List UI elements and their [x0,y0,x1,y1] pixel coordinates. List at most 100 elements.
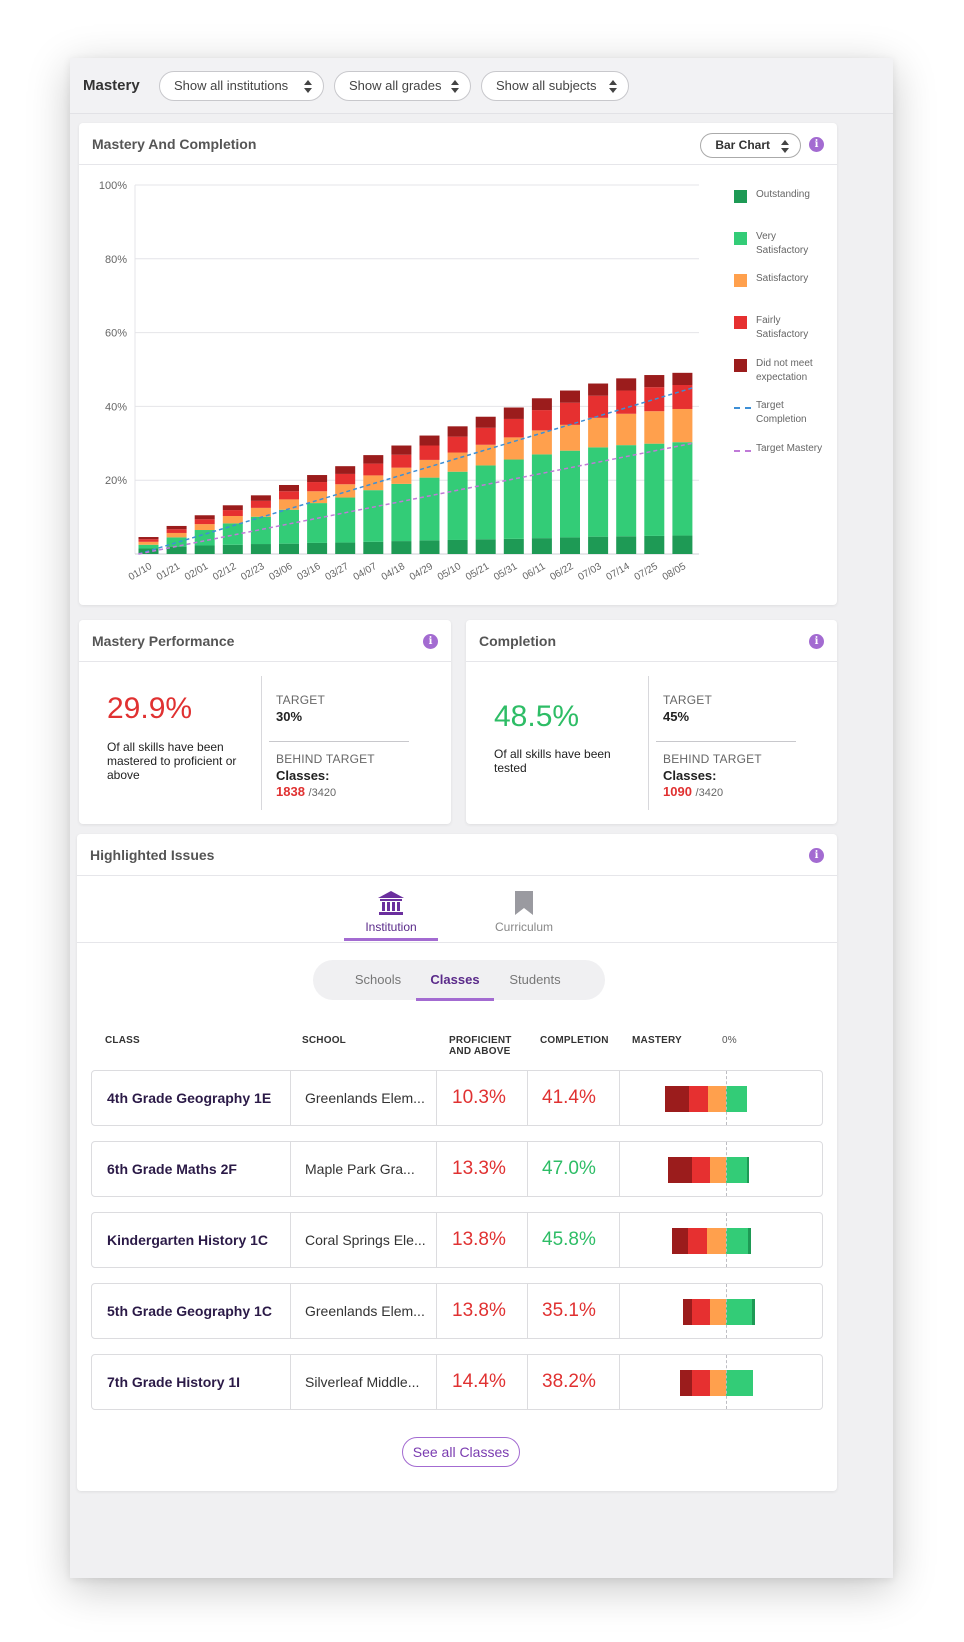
segment-classes[interactable]: Classes [430,972,480,987]
mastery-segment [682,1299,693,1325]
info-icon[interactable]: i [423,634,438,649]
bar-segment [279,499,299,510]
info-icon[interactable]: i [809,848,824,863]
x-tick-label: 04/07 [352,561,380,583]
bar-segment [279,491,299,500]
bar-segment [250,544,271,554]
bar-segment [560,450,580,538]
zero-reference-line [726,1142,727,1196]
table-row[interactable]: Kindergarten History 1C Coral Springs Ele… [91,1212,823,1268]
tab-institution[interactable]: Institution [344,884,438,942]
see-all-classes-button[interactable]: See all Classes [402,1437,520,1467]
bar-segment [194,524,215,531]
y-tick-label: 40% [105,401,127,413]
x-tick-label: 05/21 [464,561,492,583]
mastery-segment [710,1157,726,1183]
proficient-value: 10.3% [452,1087,506,1108]
table-row[interactable]: 7th Grade History 1I Silverleaf Middle...… [91,1354,823,1410]
bar-segment [475,444,496,466]
mastery-bar [92,1157,824,1183]
info-icon[interactable]: i [809,137,824,152]
x-tick-label: 01/21 [155,561,183,583]
class-name: Kindergarten History 1C [107,1232,269,1248]
bar-segment [672,408,693,443]
active-tab-underline [344,938,438,941]
sort-arrows-icon [609,80,617,93]
chart-type-select[interactable]: Bar Chart [700,133,801,158]
bar-segment [335,542,356,554]
bar-segment [363,475,384,491]
table-row[interactable]: 6th Grade Maths 2F Maple Park Gra... 13.3%… [91,1141,823,1197]
mastery-segment [692,1370,710,1396]
mastery-segment [679,1370,693,1396]
mastery-segment [746,1157,750,1183]
tab-divider [77,942,837,943]
legend-label: Target Mastery [756,443,823,454]
school-name: Coral Springs Ele... [305,1232,426,1248]
behind-count: 1090 [663,784,692,799]
mastery-segment [687,1228,707,1254]
bar-segment [138,539,159,542]
tab-curriculum[interactable]: Curriculum [477,884,571,942]
bar-segment [644,375,665,388]
mastery-segment [708,1086,726,1112]
cell-divider [290,1142,291,1196]
bar-segment [672,535,693,554]
cell-divider [436,1071,437,1125]
target-label: TARGET [663,693,712,707]
legend-dash [734,450,751,452]
card-header: Mastery And Completion Bar Chart i [79,123,837,165]
bar-segment [307,482,328,492]
bar-segment [363,490,384,542]
mastery-segment [692,1299,710,1325]
bar-segment [419,435,440,446]
completion-card: Completion i 48.5% Of all skills have be… [466,620,837,824]
mastery-segment [671,1228,688,1254]
mastery-segment [710,1370,726,1396]
mastery-segment [710,1299,726,1325]
legend-label: Did not meet expectation [756,358,813,383]
grade-filter[interactable]: Show all grades [334,71,471,101]
institution-filter[interactable]: Show all institutions [159,71,324,101]
column-header-class: CLASS [105,1035,140,1046]
mastery-value: 29.9% [107,692,193,725]
mastery-bar [92,1228,824,1254]
bar-segment [419,445,440,460]
card-title: Mastery Performance [92,633,235,649]
subject-filter[interactable]: Show all subjects [481,71,629,101]
bar-segment [531,410,552,431]
bar-segment [419,477,440,541]
bar-segment [307,542,328,554]
segment-schools[interactable]: Schools [354,972,402,987]
x-tick-label: 07/25 [633,561,661,583]
bar-segment [672,372,693,385]
bar-segment [222,510,243,516]
bar-segment [194,545,215,554]
bar-segment [503,418,524,438]
cell-divider [527,1071,528,1125]
target-label: TARGET [276,693,325,707]
bar-segment [616,390,637,414]
class-name: 6th Grade Maths 2F [107,1161,237,1177]
bar-segment [588,447,609,537]
bar-segment [250,495,271,501]
segment-students[interactable]: Students [509,972,561,987]
dashboard-frame: Mastery Show all institutions Show all g… [70,58,893,1578]
table-row[interactable]: 5th Grade Geography 1C Greenlands Elem...… [91,1283,823,1339]
zero-reference-line [726,1071,727,1125]
column-header-mastery: MASTERY [632,1035,682,1046]
card-title: Highlighted Issues [90,847,215,863]
page-title: Mastery [83,77,140,94]
y-tick-label: 60% [105,328,127,340]
behind-total: /3420 [308,787,337,799]
bar-segment [335,497,356,543]
cell-divider [436,1284,437,1338]
mastery-segment [726,1086,747,1112]
y-tick-label: 100% [99,180,127,192]
info-icon[interactable]: i [809,634,824,649]
sort-arrows-icon [451,80,459,93]
table-row[interactable]: 4th Grade Geography 1E Greenlands Elem...… [91,1070,823,1126]
x-tick-label: 06/11 [521,561,548,583]
bar-segment [250,516,271,545]
x-tick-label: 03/06 [267,561,295,583]
